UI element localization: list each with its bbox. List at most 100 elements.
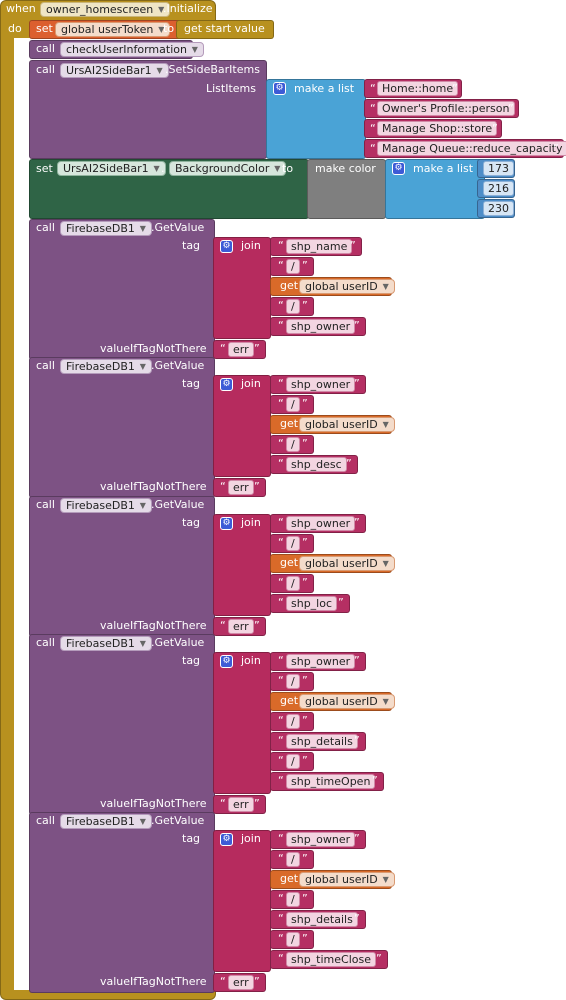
sidebar-item-text[interactable]: Manage Queue::reduce_capacity: [377, 141, 566, 156]
value-if-tag-not-there-label: valueIfTagNotThere: [100, 342, 207, 355]
gear-icon[interactable]: ⚙: [220, 378, 233, 391]
join-text-field[interactable]: shp_owner: [286, 319, 356, 334]
join-block[interactable]: [213, 652, 271, 794]
sidebar-component-text: UrsAI2SideBar1: [66, 64, 152, 77]
join-text-field[interactable]: /: [286, 852, 300, 867]
gear-icon[interactable]: ⚙: [273, 82, 286, 95]
quote-open-icon: “: [370, 122, 376, 135]
sidebar-item-text[interactable]: Home::home: [377, 81, 459, 96]
join-text-field[interactable]: shp_details: [286, 734, 358, 749]
call-label: call: [36, 42, 55, 55]
join-text-field[interactable]: shp_timeOpen: [286, 774, 376, 789]
set-variable-dropdown[interactable]: global userToken ▼: [55, 22, 171, 37]
procedure-dropdown[interactable]: checkUserInformation ▼: [60, 42, 204, 57]
sidebar-component-dropdown[interactable]: UrsAI2SideBar1 ▼: [60, 63, 169, 78]
get-variable-dropdown[interactable]: global userID ▼: [299, 417, 395, 432]
sidebar-item-text[interactable]: Owner's Profile::person: [377, 101, 515, 116]
get-variable-dropdown[interactable]: global userID ▼: [299, 556, 395, 571]
property-dropdown[interactable]: BackgroundColor ▼: [169, 161, 287, 176]
get-variable-text: global userID: [305, 418, 378, 431]
quote-close-icon: ”: [302, 892, 308, 905]
join-text-field[interactable]: /: [286, 397, 300, 412]
join-text-field[interactable]: shp_owner: [286, 377, 356, 392]
join-label: join: [241, 239, 261, 252]
join-block[interactable]: [213, 237, 271, 339]
chevron-down-icon: ▼: [382, 875, 389, 884]
fallback-text-field[interactable]: err: [228, 797, 254, 812]
join-block[interactable]: [213, 375, 271, 477]
quote-close-icon: ”: [302, 932, 308, 945]
quote-open-icon: “: [278, 397, 284, 410]
join-text-field[interactable]: /: [286, 674, 300, 689]
join-block[interactable]: [213, 830, 271, 972]
fallback-text-field[interactable]: err: [228, 342, 254, 357]
join-text-field[interactable]: shp_owner: [286, 832, 356, 847]
number-field[interactable]: 216: [483, 181, 514, 196]
quote-close-icon: ”: [354, 377, 360, 390]
call-getvalue-block[interactable]: [29, 219, 215, 360]
join-label: join: [241, 832, 261, 845]
quote-open-icon: “: [278, 239, 284, 252]
call-getvalue-block[interactable]: [29, 496, 215, 637]
call-getvalue-block[interactable]: [29, 812, 215, 993]
firebase-component-text: FirebaseDB1: [66, 222, 135, 235]
make-color-label: make color: [315, 162, 376, 175]
event-block-body-gap: [14, 38, 29, 990]
quote-open-icon: “: [278, 932, 284, 945]
join-text-field[interactable]: /: [286, 536, 300, 551]
gear-icon[interactable]: ⚙: [220, 517, 233, 530]
number-field[interactable]: 173: [483, 161, 514, 176]
number-field[interactable]: 230: [483, 201, 514, 216]
sidebar-item-text[interactable]: Manage Shop::store: [377, 121, 498, 136]
join-text-field[interactable]: /: [286, 437, 300, 452]
join-text-field[interactable]: shp_owner: [286, 654, 356, 669]
call-getvalue-block[interactable]: [29, 357, 215, 498]
fallback-text-field[interactable]: err: [228, 975, 254, 990]
firebase-component-text: FirebaseDB1: [66, 360, 135, 373]
chevron-down-icon: ▼: [139, 817, 146, 826]
make-list-label: make a list: [413, 162, 474, 175]
join-text-field[interactable]: shp_loc: [286, 596, 338, 611]
chevron-down-icon: ▼: [156, 66, 163, 75]
get-label: get: [280, 556, 299, 569]
join-text-field[interactable]: /: [286, 299, 300, 314]
tag-label: tag: [182, 239, 201, 252]
join-text-field[interactable]: /: [286, 892, 300, 907]
event-component-dropdown[interactable]: owner_homescreen ▼: [40, 2, 171, 17]
join-block[interactable]: [213, 514, 271, 616]
get-variable-dropdown[interactable]: global userID ▼: [299, 279, 395, 294]
join-text-field[interactable]: shp_owner: [286, 516, 356, 531]
firebase-component-dropdown[interactable]: FirebaseDB1 ▼: [60, 814, 152, 829]
chevron-down-icon: ▼: [139, 362, 146, 371]
get-variable-dropdown[interactable]: global userID ▼: [299, 872, 395, 887]
firebase-component-dropdown[interactable]: FirebaseDB1 ▼: [60, 498, 152, 513]
gear-icon[interactable]: ⚙: [220, 833, 233, 846]
join-text-field[interactable]: /: [286, 754, 300, 769]
join-text-field[interactable]: /: [286, 576, 300, 591]
join-text-field[interactable]: /: [286, 932, 300, 947]
quote-close-icon: ”: [254, 480, 260, 493]
tag-label: tag: [182, 377, 201, 390]
join-text-field[interactable]: /: [286, 714, 300, 729]
get-start-value-block[interactable]: [176, 20, 274, 39]
join-text-field[interactable]: shp_details: [286, 912, 358, 927]
join-text-field[interactable]: shp_timeClose: [286, 952, 377, 967]
join-text-field[interactable]: shp_name: [286, 239, 353, 254]
background-component-dropdown[interactable]: UrsAI2SideBar1 ▼: [57, 161, 166, 176]
method-label: .GetValue: [151, 636, 205, 649]
join-text-field[interactable]: /: [286, 259, 300, 274]
make-color-block[interactable]: [307, 159, 386, 219]
get-variable-dropdown[interactable]: global userID ▼: [299, 694, 395, 709]
gear-icon[interactable]: ⚙: [220, 655, 233, 668]
quote-open-icon: “: [220, 797, 226, 810]
fallback-text-field[interactable]: err: [228, 619, 254, 634]
call-getvalue-block[interactable]: [29, 634, 215, 815]
get-label: get: [280, 694, 299, 707]
gear-icon[interactable]: ⚙: [220, 240, 233, 253]
gear-icon[interactable]: ⚙: [392, 162, 405, 175]
join-text-field[interactable]: shp_desc: [286, 457, 347, 472]
firebase-component-dropdown[interactable]: FirebaseDB1 ▼: [60, 221, 152, 236]
firebase-component-dropdown[interactable]: FirebaseDB1 ▼: [60, 636, 152, 651]
firebase-component-dropdown[interactable]: FirebaseDB1 ▼: [60, 359, 152, 374]
fallback-text-field[interactable]: err: [228, 480, 254, 495]
